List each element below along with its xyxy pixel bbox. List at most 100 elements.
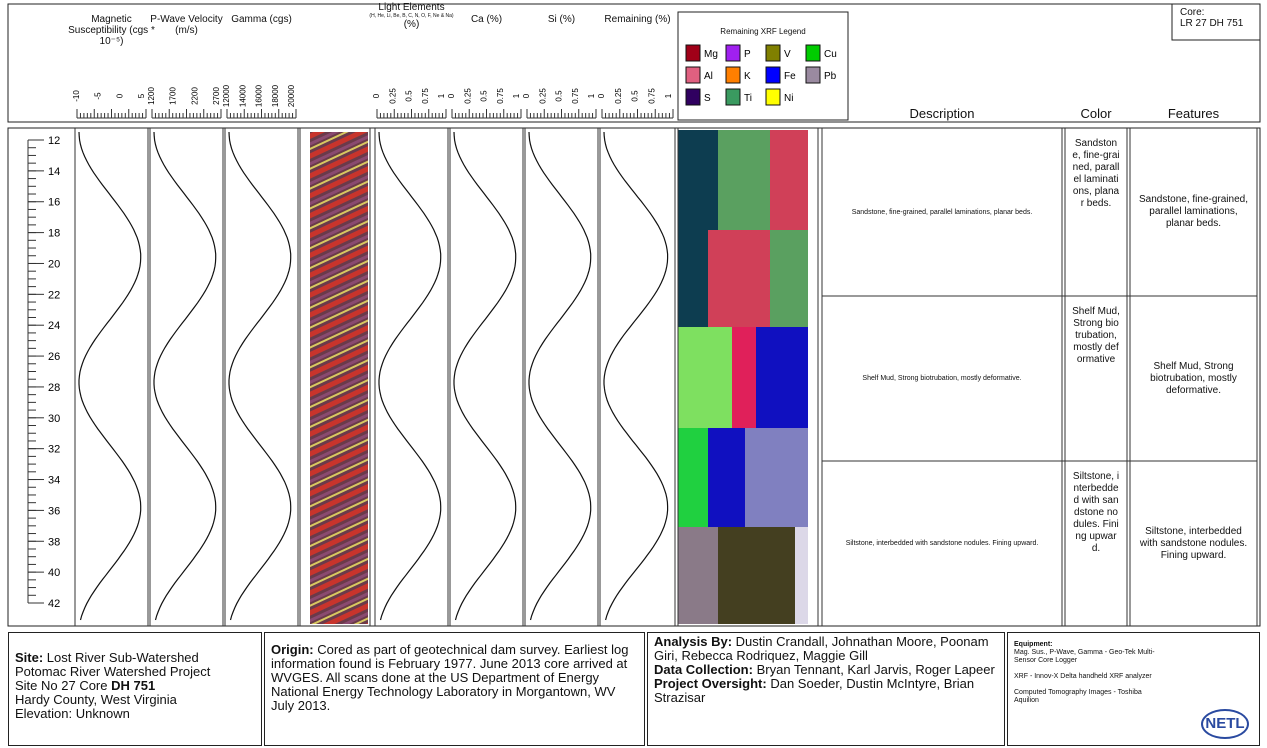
track-title-text: Light Elements — [378, 2, 445, 13]
xrf-legend-label: P — [744, 49, 751, 60]
xrf-legend-label: Ni — [784, 93, 793, 104]
depth-label: 42 — [48, 598, 60, 610]
xrf-legend-swatch — [765, 44, 781, 62]
equipment-item: XRF - Innov-X Delta handheld XRF analyze… — [1014, 673, 1152, 680]
xrf-legend-label: Fe — [784, 71, 796, 82]
scale-label: 0.5 — [555, 90, 564, 102]
depth-label: 30 — [48, 413, 60, 425]
equipment-item: Computed Tomography Images - Toshiba Aqu… — [1014, 689, 1142, 704]
site-line: Site: Lost River Sub-Watershed — [15, 651, 255, 665]
xrf-legend-label: Pb — [824, 71, 837, 82]
core-box — [1171, 3, 1261, 41]
depth-label: 12 — [48, 135, 60, 147]
xrf-legend-swatch — [805, 66, 821, 84]
description-text: Sandstone, fine-grained, parallel lamina… — [851, 208, 1033, 216]
site-core-id: DH 751 — [111, 678, 156, 693]
credit-text: Dan Soeder, Dustin McIntyre, Brian Straz… — [654, 676, 975, 705]
depth-label: 38 — [48, 536, 60, 548]
credit-label: Data Collection: — [654, 662, 753, 677]
xrf-legend-label: Cu — [824, 49, 837, 60]
scale-label: 0 — [597, 93, 606, 98]
site-line: Site No 27 Core DH 751 — [15, 679, 255, 693]
depth-label: 32 — [48, 444, 60, 456]
track-unit: (%) — [403, 19, 420, 30]
credit-line: Data Collection: Bryan Tennant, Karl Jar… — [654, 663, 998, 677]
color-text: Siltstone, interbedded with sandstone no… — [1072, 471, 1120, 554]
scale-label: -5 — [94, 92, 103, 100]
log-curve — [228, 131, 292, 621]
xrf-legend-swatch — [725, 66, 741, 84]
scale-label: 1 — [512, 93, 521, 98]
xrf-legend-box — [677, 11, 849, 121]
scale-label: 16000 — [255, 84, 264, 107]
track-title-text: Gamma (cgs) — [231, 14, 292, 25]
site-box: Site: Lost River Sub-Watershed Potomac Ri… — [8, 632, 262, 746]
xrf-legend-label: Ti — [744, 93, 752, 104]
xrf-legend-label: K — [744, 71, 751, 82]
depth-label: 40 — [48, 567, 60, 579]
scale-label: 0.5 — [480, 90, 489, 102]
column-header: Color — [1080, 105, 1112, 121]
credit-label: Analysis By: — [654, 634, 733, 649]
scale-label: 0.5 — [631, 90, 640, 102]
track-note: (H, He, Li, Be, B, C, N, O, F, Ne & Na) — [369, 13, 454, 19]
core-id: LR 27 DH 751 — [1180, 18, 1244, 29]
features-text: Shelf Mud, Strong biotrubation, mostly d… — [1150, 360, 1237, 396]
xrf-legend-swatch — [765, 66, 781, 84]
scale-label: 0.25 — [614, 88, 623, 104]
track-title-text: Remaining (%) — [604, 14, 671, 25]
xrf-legend-swatch — [685, 66, 701, 84]
log-curve — [453, 131, 517, 621]
core-label: Core: LR 27 DH 751 — [1180, 7, 1243, 29]
site-county: Hardy County, West Virginia — [15, 692, 177, 707]
scale-label: 18000 — [271, 84, 280, 107]
scale-label: 1 — [587, 93, 596, 98]
depth-label: 14 — [48, 166, 60, 178]
scale-label: 0.5 — [405, 90, 414, 102]
scale-label: 5 — [137, 93, 146, 98]
track-title-text: P-Wave Velocity (m/s) — [150, 14, 223, 36]
scale-label: 0.75 — [647, 88, 656, 104]
track-title-text: Magnetic Susceptibility (cgs * 10⁻⁵) — [68, 14, 155, 47]
track-title: Light Elements (H, He, Li, Be, B, C, N, O… — [363, 2, 460, 30]
log-curve — [153, 131, 217, 621]
scale-label: 0.25 — [388, 88, 397, 104]
scale-label: 0.25 — [538, 88, 547, 104]
track-title: Si (%) — [513, 14, 610, 25]
core-image — [310, 132, 368, 624]
xrf-legend-swatch — [725, 44, 741, 62]
xrf-legend-swatch — [805, 44, 821, 62]
xrf-legend-label: Al — [704, 71, 713, 82]
scale-label: 0 — [522, 93, 531, 98]
xrf-legend-label: V — [784, 49, 791, 60]
xrf-legend-swatch — [725, 88, 741, 106]
depth-label: 20 — [48, 258, 60, 270]
origin-text: Cored as part of geotechnical dam survey… — [271, 642, 629, 713]
scale-label: 1700 — [169, 87, 178, 105]
track-title: Magnetic Susceptibility (cgs * 10⁻⁵) — [63, 14, 160, 47]
site-elevation: Elevation: Unknown — [15, 706, 130, 721]
scale-label: 1200 — [147, 87, 156, 105]
header-frame — [7, 3, 1261, 123]
scale-label: 2200 — [190, 87, 199, 105]
depth-label: 22 — [48, 289, 60, 301]
track-title: Ca (%) — [438, 14, 535, 25]
scale-label: 20000 — [287, 84, 296, 107]
features-text: Siltstone, interbedded with sandstone no… — [1139, 525, 1248, 561]
core-label-text: Core: — [1180, 7, 1205, 18]
xrf-legend-label: Mg — [704, 49, 718, 60]
depth-label: 26 — [48, 351, 60, 363]
xrf-legend-swatch — [685, 88, 701, 106]
main-frame — [7, 127, 1261, 627]
xrf-legend-title: Remaining XRF Legend — [720, 27, 806, 36]
scale-label: -10 — [72, 90, 81, 102]
track-title-text: Si (%) — [547, 14, 576, 25]
depth-label: 34 — [48, 475, 60, 487]
xrf-legend-swatch — [685, 44, 701, 62]
track-title: P-Wave Velocity (m/s) — [138, 14, 235, 36]
site-name: Lost River Sub-Watershed — [46, 650, 199, 665]
netl-logo: NETL — [1201, 709, 1249, 739]
scale-label: 0.75 — [421, 88, 430, 104]
